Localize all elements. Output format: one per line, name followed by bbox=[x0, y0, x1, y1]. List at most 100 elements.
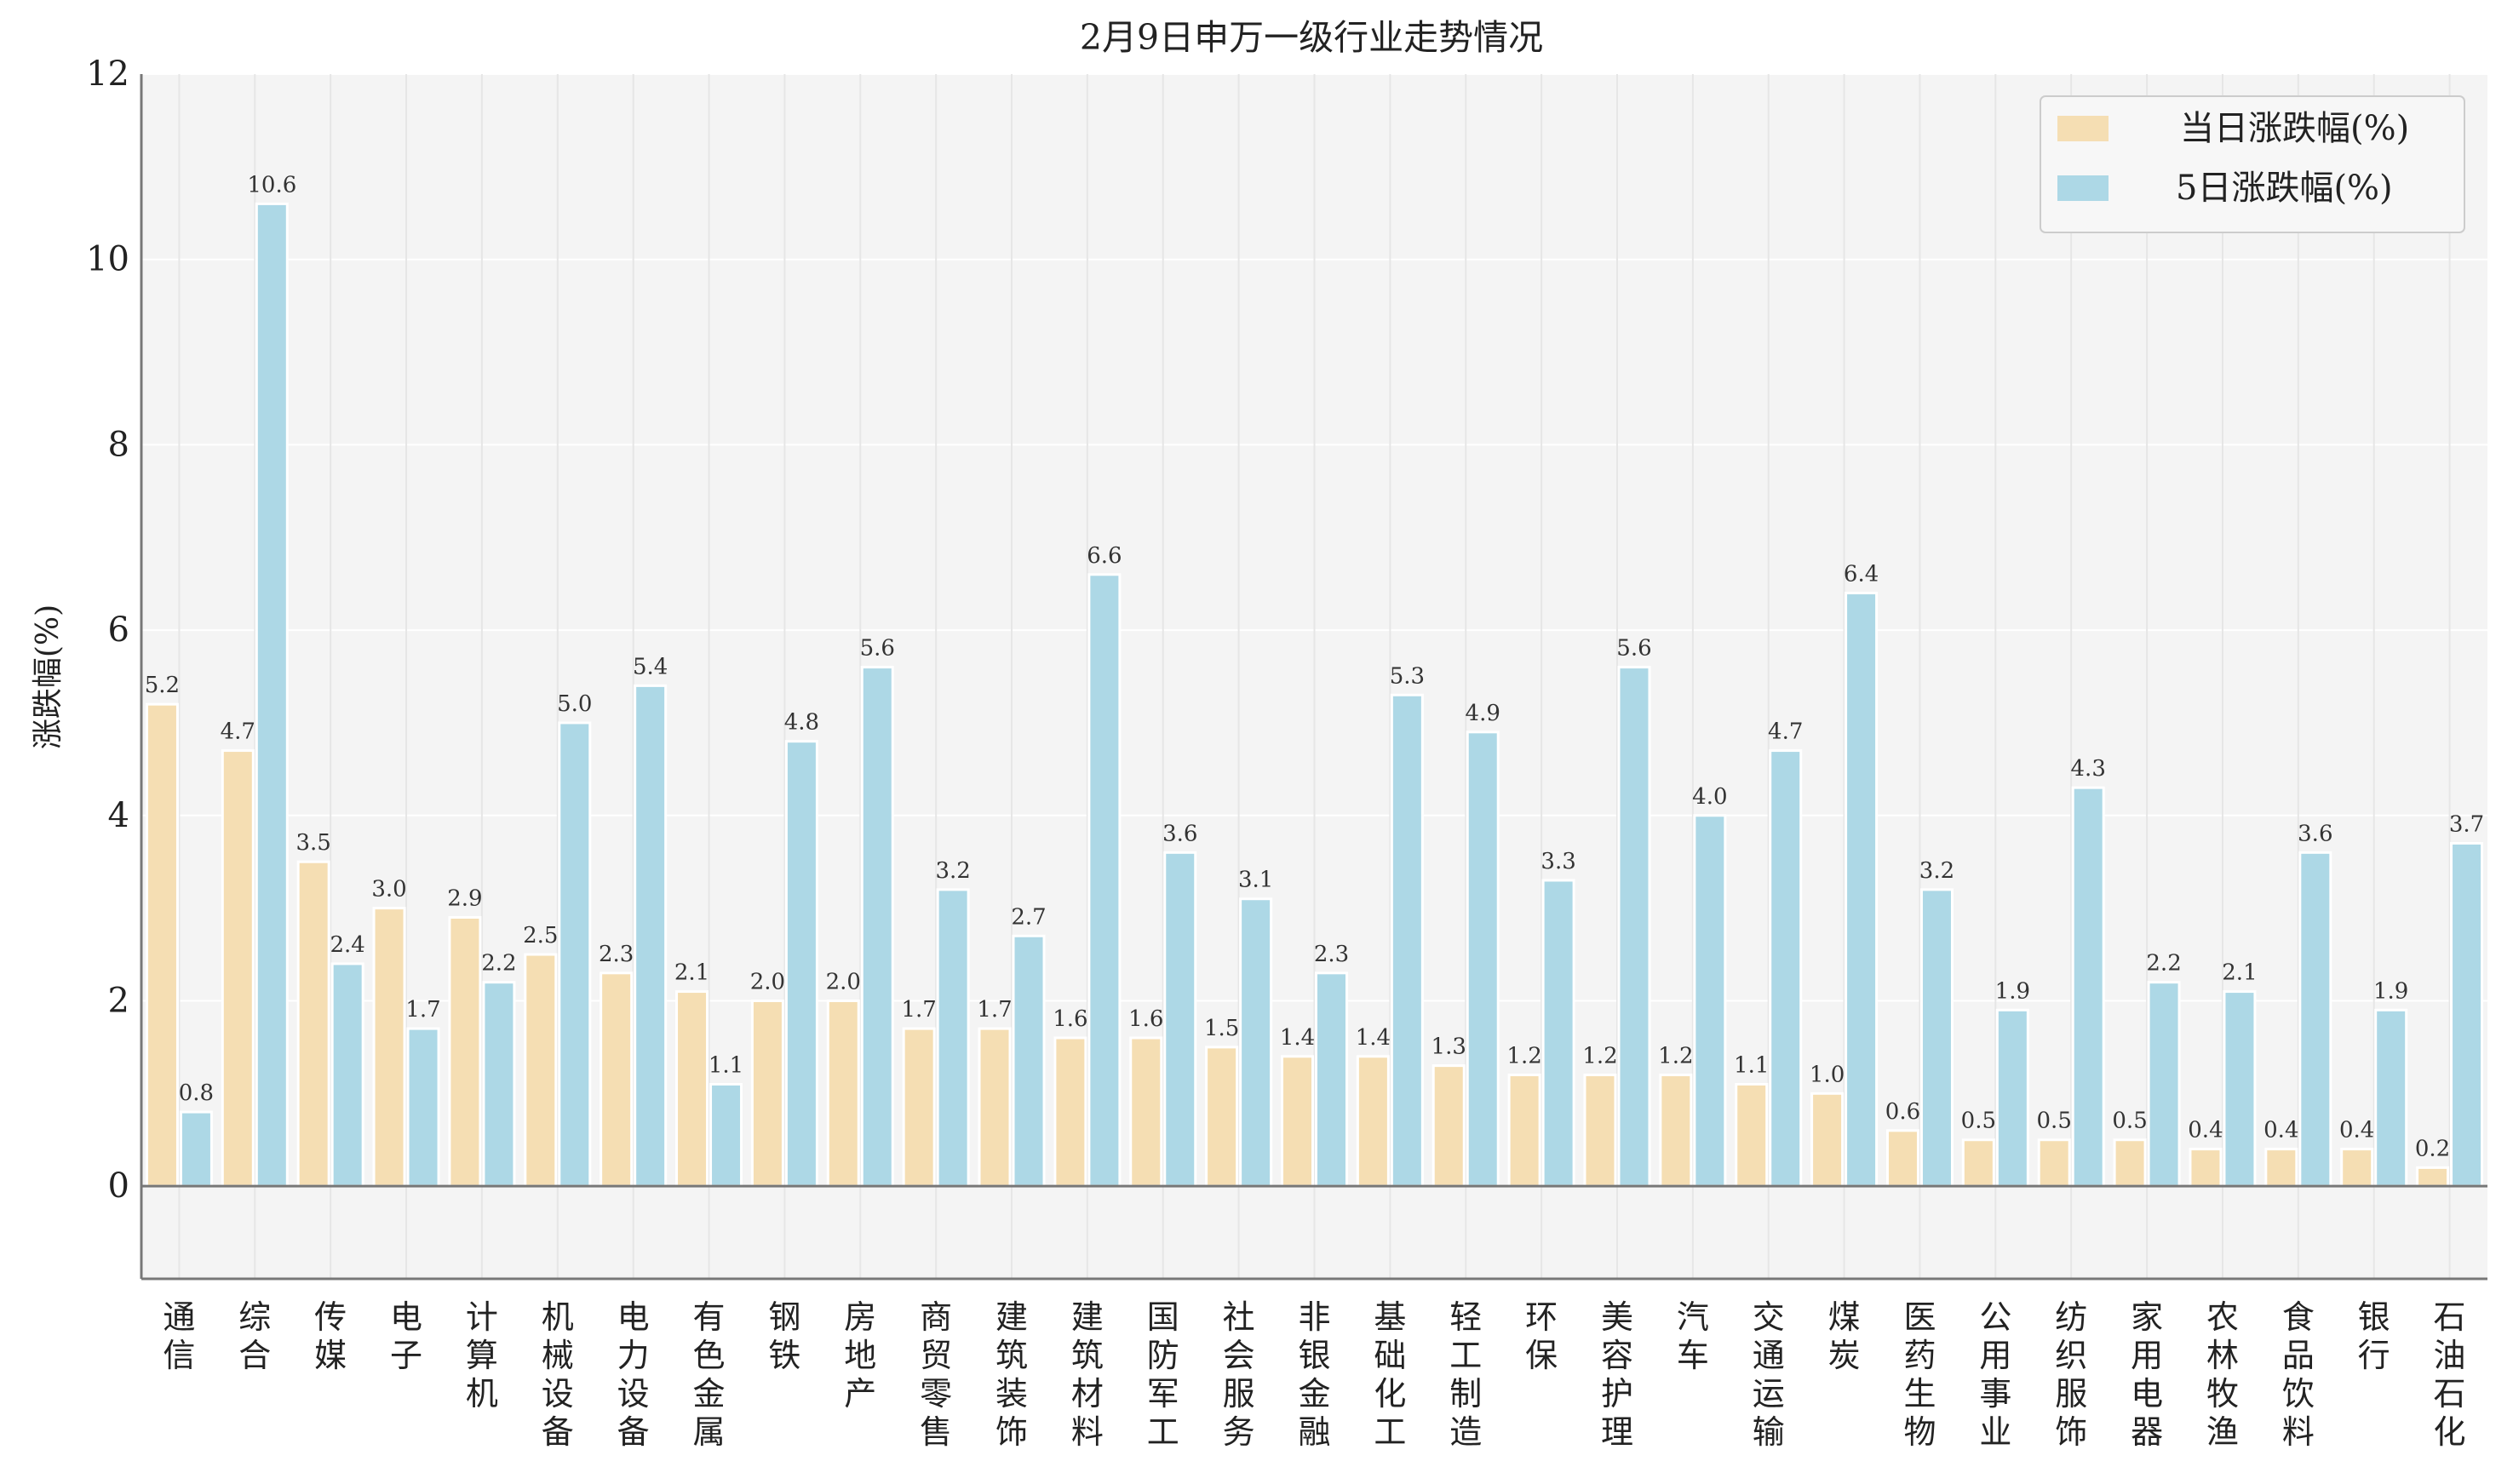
legend-swatch-daily bbox=[2057, 116, 2109, 141]
bar-5day bbox=[1995, 1008, 2029, 1188]
bar-daily bbox=[2416, 1166, 2450, 1188]
bar-value-label: 0.8 bbox=[179, 1080, 214, 1106]
x-tick-label: 建筑装饰 bbox=[995, 1298, 1028, 1451]
bar-5day bbox=[1390, 693, 1424, 1188]
bar-daily bbox=[1735, 1082, 1769, 1188]
grid bbox=[141, 73, 2487, 1279]
bar-daily bbox=[1507, 1074, 1541, 1188]
bar-value-label: 3.2 bbox=[935, 858, 970, 884]
bar-daily bbox=[524, 953, 558, 1188]
bar-daily bbox=[1961, 1138, 1995, 1188]
bar-daily bbox=[2037, 1138, 2071, 1188]
bar-daily bbox=[1129, 1036, 1163, 1188]
bar-value-label: 1.2 bbox=[1658, 1044, 1693, 1069]
bar-value-label: 4.8 bbox=[784, 710, 819, 736]
bar-5day bbox=[1012, 934, 1046, 1188]
x-tick-label: 电力设备 bbox=[617, 1298, 650, 1451]
bar-daily bbox=[1659, 1074, 1693, 1188]
bar-daily bbox=[145, 702, 179, 1188]
bar-value-label: 1.1 bbox=[1734, 1052, 1769, 1078]
bar-daily bbox=[2340, 1148, 2374, 1188]
bar-value-label: 3.6 bbox=[1162, 821, 1197, 846]
bar-daily bbox=[675, 990, 709, 1188]
bar-value-label: 1.2 bbox=[1582, 1044, 1617, 1069]
bar-value-label: 2.1 bbox=[674, 960, 709, 986]
bar-5day bbox=[784, 740, 818, 1188]
bar-5day bbox=[2147, 981, 2181, 1188]
bar-value-label: 2.7 bbox=[1011, 904, 1046, 930]
x-tick-label: 基础化工 bbox=[1374, 1298, 1406, 1451]
bar-daily bbox=[978, 1027, 1012, 1188]
y-tick-label: 0 bbox=[108, 1166, 129, 1206]
bar-value-label: 4.9 bbox=[1466, 701, 1500, 726]
bar-value-label: 1.4 bbox=[1280, 1025, 1315, 1051]
bar-value-label: 1.4 bbox=[1356, 1025, 1391, 1051]
bar-value-label: 4.7 bbox=[1768, 719, 1803, 745]
bar-5day bbox=[709, 1082, 743, 1188]
bar-value-label: 1.7 bbox=[901, 997, 936, 1023]
bar-5day bbox=[634, 684, 668, 1188]
x-tick-label: 传媒 bbox=[314, 1298, 347, 1374]
bar-value-label: 6.6 bbox=[1087, 543, 1122, 569]
bar-value-label: 2.1 bbox=[2222, 960, 2257, 986]
bar-daily bbox=[221, 749, 255, 1188]
x-tick-label: 银行 bbox=[2358, 1298, 2390, 1374]
bar-value-label: 1.3 bbox=[1431, 1034, 1466, 1060]
bar-value-label: 5.0 bbox=[557, 691, 592, 717]
y-tick-label: 12 bbox=[86, 54, 129, 94]
bar-5day bbox=[1693, 814, 1727, 1188]
bar-5day bbox=[1769, 749, 1803, 1188]
bar-value-label: 5.6 bbox=[1616, 636, 1651, 662]
bar-daily bbox=[2113, 1138, 2147, 1188]
bar-value-label: 1.9 bbox=[2373, 978, 2408, 1004]
bar-value-label: 0.5 bbox=[1961, 1109, 1996, 1134]
bar-value-label: 1.7 bbox=[405, 997, 440, 1023]
chart-title: 2月9日申万一级行业走势情况 bbox=[1080, 17, 1543, 58]
bar-value-label: 3.7 bbox=[2449, 811, 2484, 837]
bar-value-label: 0.2 bbox=[2415, 1136, 2450, 1161]
x-tick-label: 商贸零售 bbox=[920, 1298, 952, 1451]
x-tick-label: 食品饮料 bbox=[2282, 1298, 2315, 1451]
y-tick-label: 10 bbox=[86, 240, 129, 279]
x-tick-label: 公用事业 bbox=[1979, 1298, 2011, 1451]
bar-daily bbox=[1810, 1092, 1845, 1188]
x-tick-label: 国防军工 bbox=[1147, 1298, 1179, 1451]
bar-5day bbox=[860, 666, 894, 1188]
x-tick-label: 美容护理 bbox=[1601, 1298, 1633, 1451]
bar-daily bbox=[1205, 1046, 1239, 1188]
bar-5day bbox=[406, 1027, 440, 1188]
x-tick-label: 非银金融 bbox=[1298, 1298, 1330, 1451]
bar-5day bbox=[1466, 731, 1500, 1188]
legend: 当日涨跌幅(%) 5日涨跌幅(%) bbox=[2040, 95, 2465, 233]
bar-daily bbox=[372, 907, 406, 1188]
bar-5day bbox=[1239, 897, 1273, 1188]
bar-value-label: 3.6 bbox=[2298, 821, 2332, 846]
y-tick-label: 6 bbox=[108, 610, 129, 650]
bar-daily bbox=[1281, 1055, 1314, 1188]
bar-daily bbox=[1431, 1064, 1466, 1188]
x-tick-label: 煤炭 bbox=[1828, 1298, 1861, 1374]
bar-value-label: 2.0 bbox=[826, 969, 861, 994]
y-axis-label: 涨跌幅(%) bbox=[31, 604, 66, 749]
bar-value-label: 2.3 bbox=[599, 942, 634, 967]
bar-5day bbox=[1087, 573, 1122, 1188]
bar-value-label: 2.2 bbox=[2146, 951, 2181, 977]
bar-daily bbox=[296, 860, 330, 1188]
bar-5day bbox=[482, 981, 516, 1188]
legend-swatch-5day bbox=[2057, 175, 2109, 201]
bar-value-label: 3.1 bbox=[1238, 868, 1273, 893]
bar-value-label: 0.5 bbox=[2037, 1109, 2072, 1134]
bar-value-label: 5.2 bbox=[145, 673, 180, 698]
bar-5day bbox=[179, 1110, 213, 1188]
bar-value-label: 1.1 bbox=[709, 1052, 743, 1078]
bar-daily bbox=[1885, 1129, 1919, 1188]
bar-5day bbox=[255, 202, 289, 1188]
x-tick-label: 通信 bbox=[163, 1298, 195, 1374]
bar-5day bbox=[2450, 841, 2484, 1188]
bar-value-label: 5.4 bbox=[633, 654, 668, 679]
bar-value-label: 3.5 bbox=[295, 830, 330, 856]
x-tick-label: 轻工制造 bbox=[1449, 1298, 1482, 1451]
bar-5day bbox=[936, 888, 970, 1188]
bar-value-label: 0.6 bbox=[1885, 1099, 1920, 1125]
